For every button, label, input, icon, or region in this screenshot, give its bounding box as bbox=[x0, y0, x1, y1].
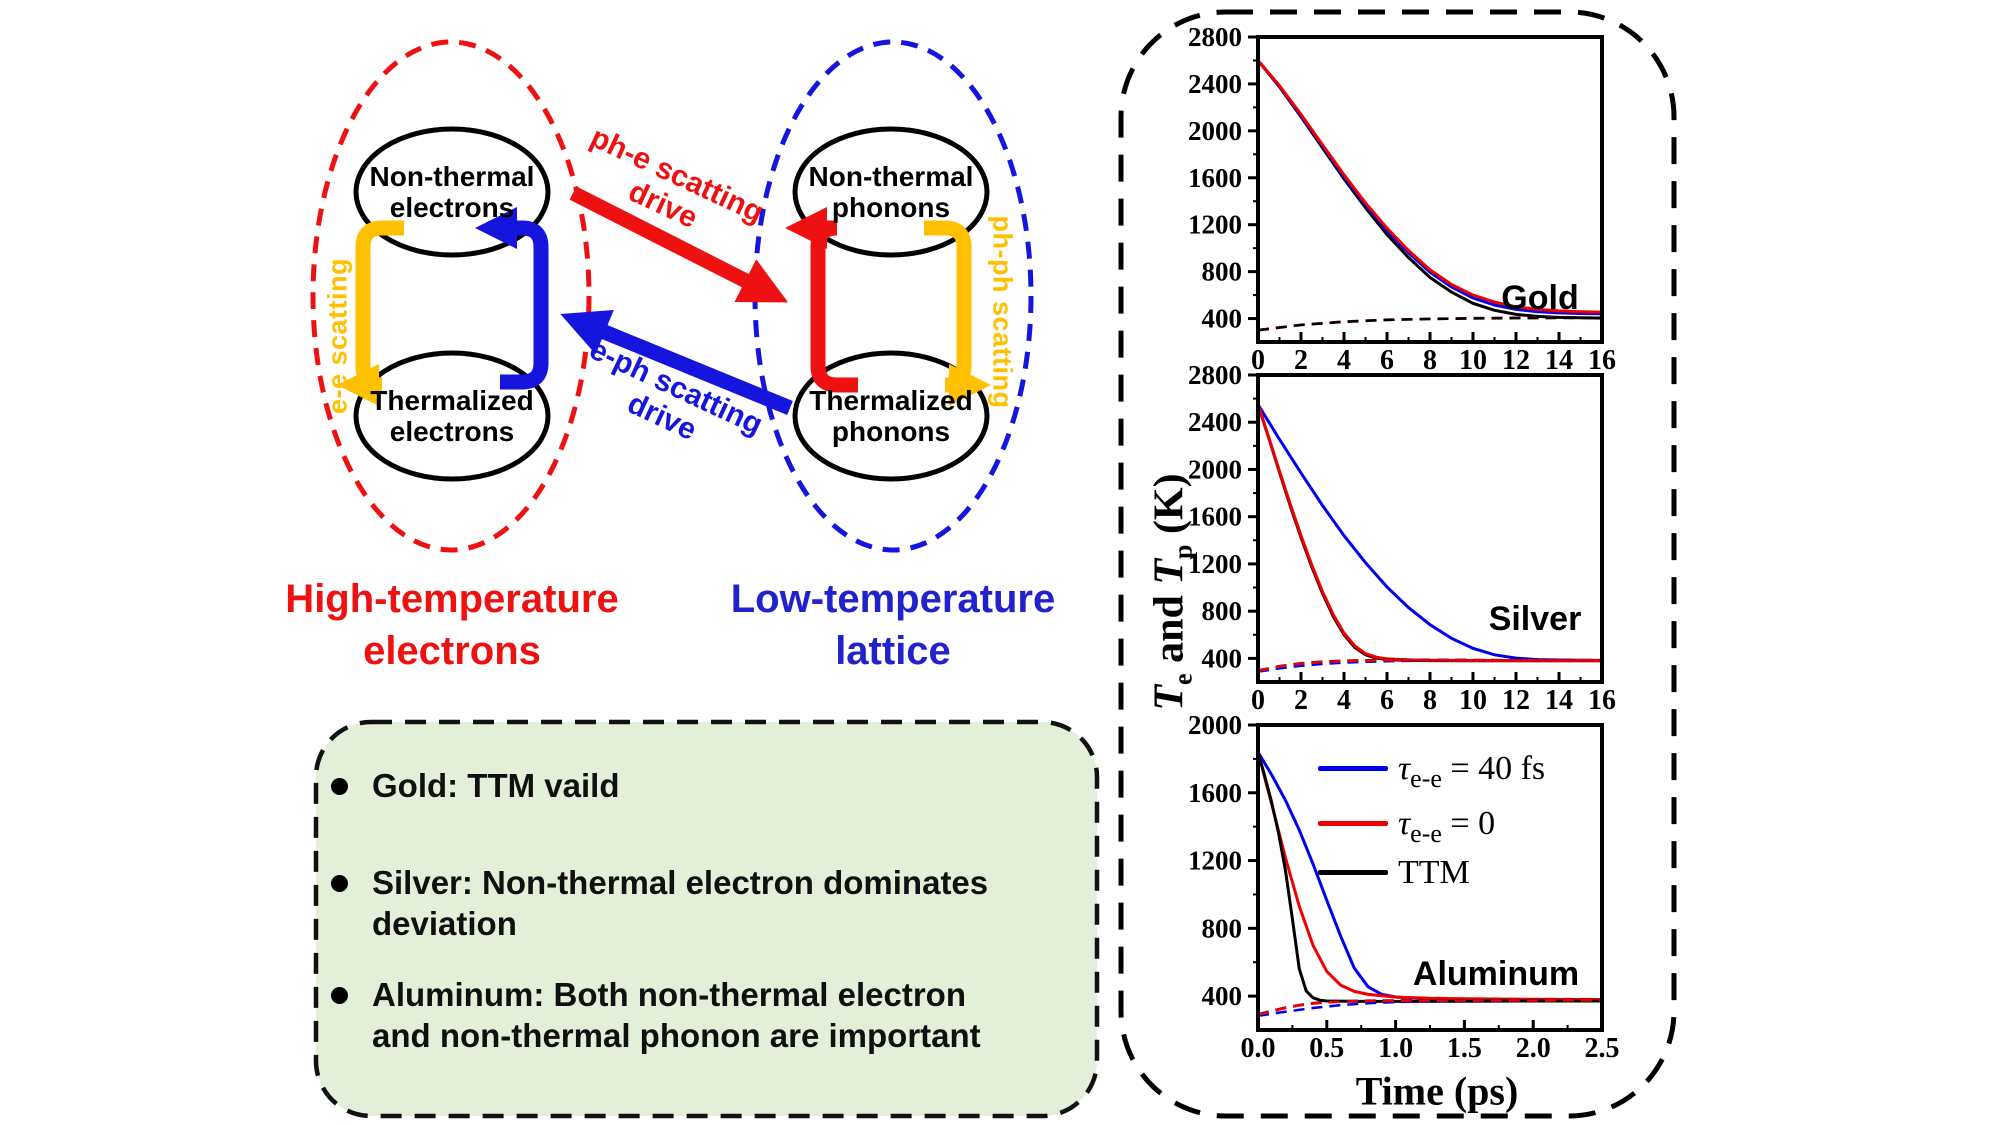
panel-title-silver: Silver bbox=[1488, 600, 1582, 638]
nonthermal-electrons-ellipse bbox=[353, 126, 551, 258]
phe-internal-arrow bbox=[785, 206, 858, 393]
nonthermal-phonons-ellipse bbox=[792, 126, 990, 258]
x-tick-label: 12 bbox=[1502, 345, 1530, 376]
y-tick-label: 1200 bbox=[1188, 846, 1242, 876]
y-tick-label: 1600 bbox=[1188, 163, 1242, 193]
y-tick-label: 2000 bbox=[1188, 710, 1242, 740]
x-tick-label: 8 bbox=[1423, 345, 1437, 376]
y-tick-label: 400 bbox=[1202, 304, 1243, 334]
curve-silver-tp-tau-0 bbox=[1257, 658, 1602, 673]
low-temp-title: Low-temperature lattice bbox=[730, 577, 1056, 673]
x-tick-label: 0.5 bbox=[1309, 1033, 1344, 1064]
bullet-icon bbox=[331, 778, 348, 795]
legend-line-red bbox=[1318, 821, 1388, 826]
y-tick-label: 800 bbox=[1202, 596, 1243, 626]
legend-item-tau0: τe-e = 0 bbox=[1398, 805, 1496, 848]
note-silver: Silver: Non-thermal electron dominates d… bbox=[372, 864, 989, 942]
eph-scatting-drive-arrow bbox=[560, 309, 793, 415]
x-tick-label: 6 bbox=[1380, 345, 1394, 376]
y-tick-label: 2400 bbox=[1188, 69, 1242, 99]
ee-scatting-arrow bbox=[337, 220, 404, 406]
curve-aluminum-tp-tau-0 bbox=[1257, 999, 1603, 1017]
x-tick-label: 8 bbox=[1423, 685, 1437, 716]
x-tick-label: 12 bbox=[1502, 685, 1530, 716]
charts-dashed-border bbox=[1118, 9, 1677, 1119]
y-tick-label: 2000 bbox=[1188, 454, 1242, 484]
y-tick-label: 800 bbox=[1202, 257, 1243, 287]
note-aluminum: Aluminum: Both non-thermal electron and … bbox=[372, 976, 981, 1054]
y-tick-label: 1200 bbox=[1188, 210, 1242, 240]
x-tick-label: 1.5 bbox=[1447, 1033, 1482, 1064]
x-tick-label: 2 bbox=[1294, 345, 1308, 376]
y-tick-label: 400 bbox=[1202, 981, 1243, 1011]
y-tick-label: 1600 bbox=[1188, 502, 1242, 532]
curve-aluminum-te-tau-0 bbox=[1256, 751, 1603, 1001]
thermalized-phonons-label: Thermalized phonons bbox=[809, 385, 973, 447]
x-tick-label: 0.0 bbox=[1241, 1033, 1276, 1064]
y-tick-label: 2400 bbox=[1188, 407, 1242, 437]
phph-scatting-arrow bbox=[924, 220, 991, 407]
thermalized-electrons-ellipse bbox=[353, 350, 551, 482]
panel-title-aluminum: Aluminum bbox=[1412, 955, 1580, 993]
note-gold: Gold: TTM vaild bbox=[372, 767, 620, 804]
nonthermal-phonons-label: Non-thermal phonons bbox=[808, 161, 974, 223]
y-tick-label: 400 bbox=[1202, 643, 1243, 673]
y-tick-label: 2000 bbox=[1188, 116, 1242, 146]
high-temp-title: High-temperature electrons bbox=[285, 577, 619, 673]
x-tick-label: 4 bbox=[1337, 345, 1351, 376]
x-tick-label: 4 bbox=[1337, 685, 1351, 716]
x-tick-label: 14 bbox=[1545, 685, 1573, 716]
thermalized-phonons-ellipse bbox=[792, 350, 990, 482]
x-tick-label: 6 bbox=[1380, 685, 1394, 716]
y-axis-label: Te and Tp (K) bbox=[1146, 473, 1198, 711]
legend-line-blue bbox=[1318, 766, 1388, 771]
thermalized-electrons-label: Thermalized electrons bbox=[370, 385, 534, 447]
panel-title-gold: Gold bbox=[1501, 279, 1579, 317]
x-tick-label: 0 bbox=[1251, 345, 1265, 376]
y-tick-label: 1600 bbox=[1188, 778, 1242, 808]
x-tick-label: 1.0 bbox=[1378, 1033, 1413, 1064]
legend-item-ttm: TTM bbox=[1398, 854, 1470, 891]
x-tick-label: 2 bbox=[1294, 685, 1308, 716]
phe-scatting-drive-arrow bbox=[569, 186, 789, 303]
curve-silver-te-tau-0 bbox=[1256, 404, 1602, 663]
y-tick-label: 1200 bbox=[1188, 549, 1242, 579]
x-tick-label: 10 bbox=[1459, 685, 1487, 716]
x-tick-label: 16 bbox=[1588, 345, 1616, 376]
x-tick-label: 14 bbox=[1545, 345, 1573, 376]
curve-gold-te-tau-0 bbox=[1256, 59, 1603, 314]
curve-gold-tp-ttm bbox=[1257, 316, 1603, 332]
high-temp-electrons-ellipse bbox=[310, 39, 592, 553]
y-tick-label: 2800 bbox=[1188, 22, 1242, 52]
x-tick-label: 16 bbox=[1588, 685, 1616, 716]
x-tick-label: 2.5 bbox=[1585, 1033, 1620, 1064]
y-tick-label: 800 bbox=[1202, 913, 1243, 943]
x-tick-label: 0 bbox=[1251, 685, 1265, 716]
x-tick-label: 2.0 bbox=[1516, 1033, 1551, 1064]
bullet-icon bbox=[331, 875, 348, 892]
eph-internal-arrow bbox=[475, 206, 549, 390]
legend-line-black bbox=[1318, 870, 1388, 875]
nonthermal-electrons-label: Non-thermal electrons bbox=[369, 161, 535, 223]
x-axis-label: Time (ps) bbox=[1355, 1068, 1519, 1114]
bullet-icon bbox=[331, 987, 348, 1004]
ee-scatting-label: e-e scatting bbox=[322, 257, 353, 415]
legend-item-tau40: τe-e = 40 fs bbox=[1398, 750, 1546, 793]
phph-scatting-label: ph-ph scatting bbox=[987, 215, 1018, 409]
summary-box bbox=[313, 719, 1100, 1119]
x-tick-label: 10 bbox=[1459, 345, 1487, 376]
y-tick-label: 2800 bbox=[1188, 360, 1242, 390]
